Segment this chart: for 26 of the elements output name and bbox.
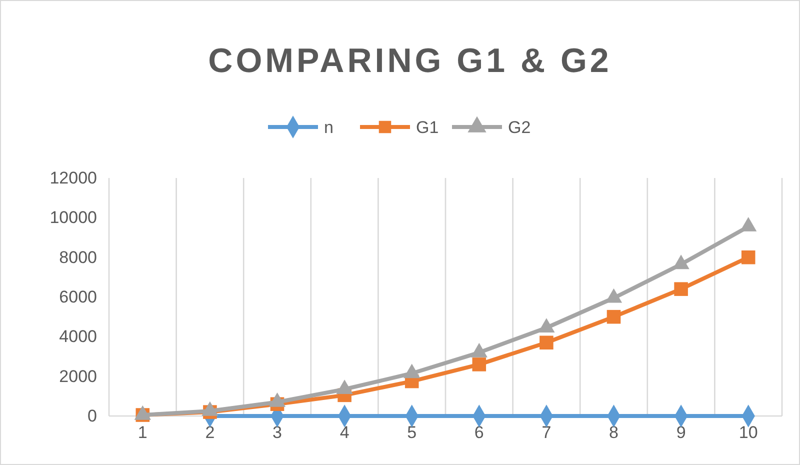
y-tick-label: 0 [88, 406, 97, 426]
y-tick-label: 6000 [59, 287, 97, 306]
y-tick-label: 12000 [50, 168, 97, 188]
legend-label: G2 [508, 118, 531, 137]
legend-label: n [324, 118, 334, 137]
y-tick-label: 10000 [50, 208, 97, 228]
x-tick-label: 5 [407, 423, 417, 442]
point [540, 336, 554, 350]
point [740, 216, 757, 232]
y-tick-label: 2000 [59, 366, 97, 386]
legend-label: G1 [416, 118, 439, 137]
chart-title: COMPARING G1 & G2 [208, 42, 612, 80]
y-tick-label: 4000 [59, 327, 97, 346]
x-tick-label: 1 [138, 423, 148, 442]
point [538, 318, 555, 333]
x-tick-label: 4 [340, 423, 350, 442]
x-tick-label: 8 [609, 423, 618, 442]
x-tick-label: 10 [738, 423, 758, 442]
point [606, 310, 621, 324]
x-tick-label: 7 [542, 423, 552, 442]
x-tick-label: 9 [676, 423, 686, 442]
x-tick-label: 2 [205, 423, 215, 442]
x-tick-label: 3 [272, 423, 282, 442]
y-tick-label: 8000 [59, 248, 97, 267]
point [472, 358, 486, 372]
x-tick-label: 6 [474, 423, 484, 442]
